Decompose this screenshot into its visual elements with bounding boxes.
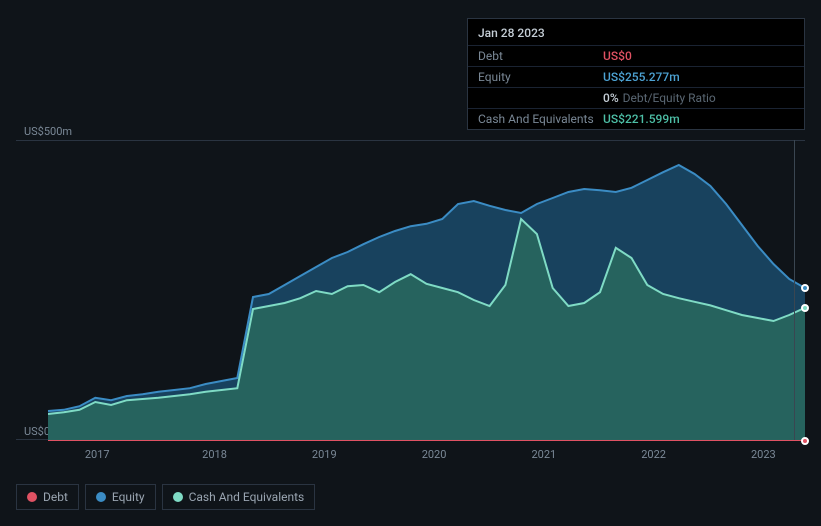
- legend-item[interactable]: Equity: [85, 484, 156, 510]
- series-end-marker: [801, 304, 809, 312]
- series-end-marker: [801, 284, 809, 292]
- x-axis-tick: 2022: [641, 448, 666, 461]
- x-axis-tick: 2021: [531, 448, 556, 461]
- legend-item[interactable]: Cash And Equivalents: [162, 484, 316, 510]
- x-axis: 2017 2018 2019 2020 2021 2022 2023: [48, 448, 805, 468]
- tooltip-row-value: US$221.599m: [603, 112, 680, 126]
- tooltip-row: DebtUS$0: [468, 45, 804, 66]
- tooltip-row-value: US$255.277m: [603, 70, 680, 84]
- tooltip-row-label: Cash And Equivalents: [478, 112, 603, 126]
- tooltip-date: Jan 28 2023: [468, 19, 804, 45]
- x-axis-tick: 2017: [85, 448, 110, 461]
- legend-dot-icon: [96, 492, 106, 502]
- tooltip-row-label: Equity: [478, 70, 603, 84]
- y-axis-max-label: US$500m: [24, 125, 72, 138]
- legend-dot-icon: [173, 492, 183, 502]
- chart-crosshair: [794, 140, 795, 440]
- tooltip-row-value: 0%: [603, 91, 619, 105]
- series-end-marker: [801, 437, 809, 445]
- tooltip-panel: Jan 28 2023 DebtUS$0EquityUS$255.277m0%D…: [467, 18, 805, 130]
- x-axis-tick: 2023: [751, 448, 776, 461]
- legend-label: Cash And Equivalents: [189, 490, 305, 504]
- tooltip-row: Cash And EquivalentsUS$221.599m: [468, 108, 804, 129]
- tooltip-row-label: Debt: [478, 49, 603, 63]
- tooltip-row-extra: Debt/Equity Ratio: [623, 91, 716, 105]
- tooltip-rows: DebtUS$0EquityUS$255.277m0%Debt/Equity R…: [468, 45, 804, 129]
- legend-item[interactable]: Debt: [16, 484, 79, 510]
- legend-label: Debt: [43, 490, 68, 504]
- tooltip-row: EquityUS$255.277m: [468, 66, 804, 87]
- legend-label: Equity: [112, 490, 145, 504]
- chart-svg: [48, 141, 805, 441]
- tooltip-row-label: [478, 91, 603, 105]
- x-axis-tick: 2018: [202, 448, 227, 461]
- tooltip-row: 0% Debt/Equity Ratio: [468, 87, 804, 108]
- tooltip-row-value: US$0: [603, 49, 632, 63]
- x-axis-tick: 2020: [422, 448, 447, 461]
- chart-legend: Debt Equity Cash And Equivalents: [16, 484, 315, 510]
- legend-dot-icon: [27, 492, 37, 502]
- x-axis-tick: 2019: [312, 448, 337, 461]
- chart-plot-area[interactable]: [16, 140, 805, 440]
